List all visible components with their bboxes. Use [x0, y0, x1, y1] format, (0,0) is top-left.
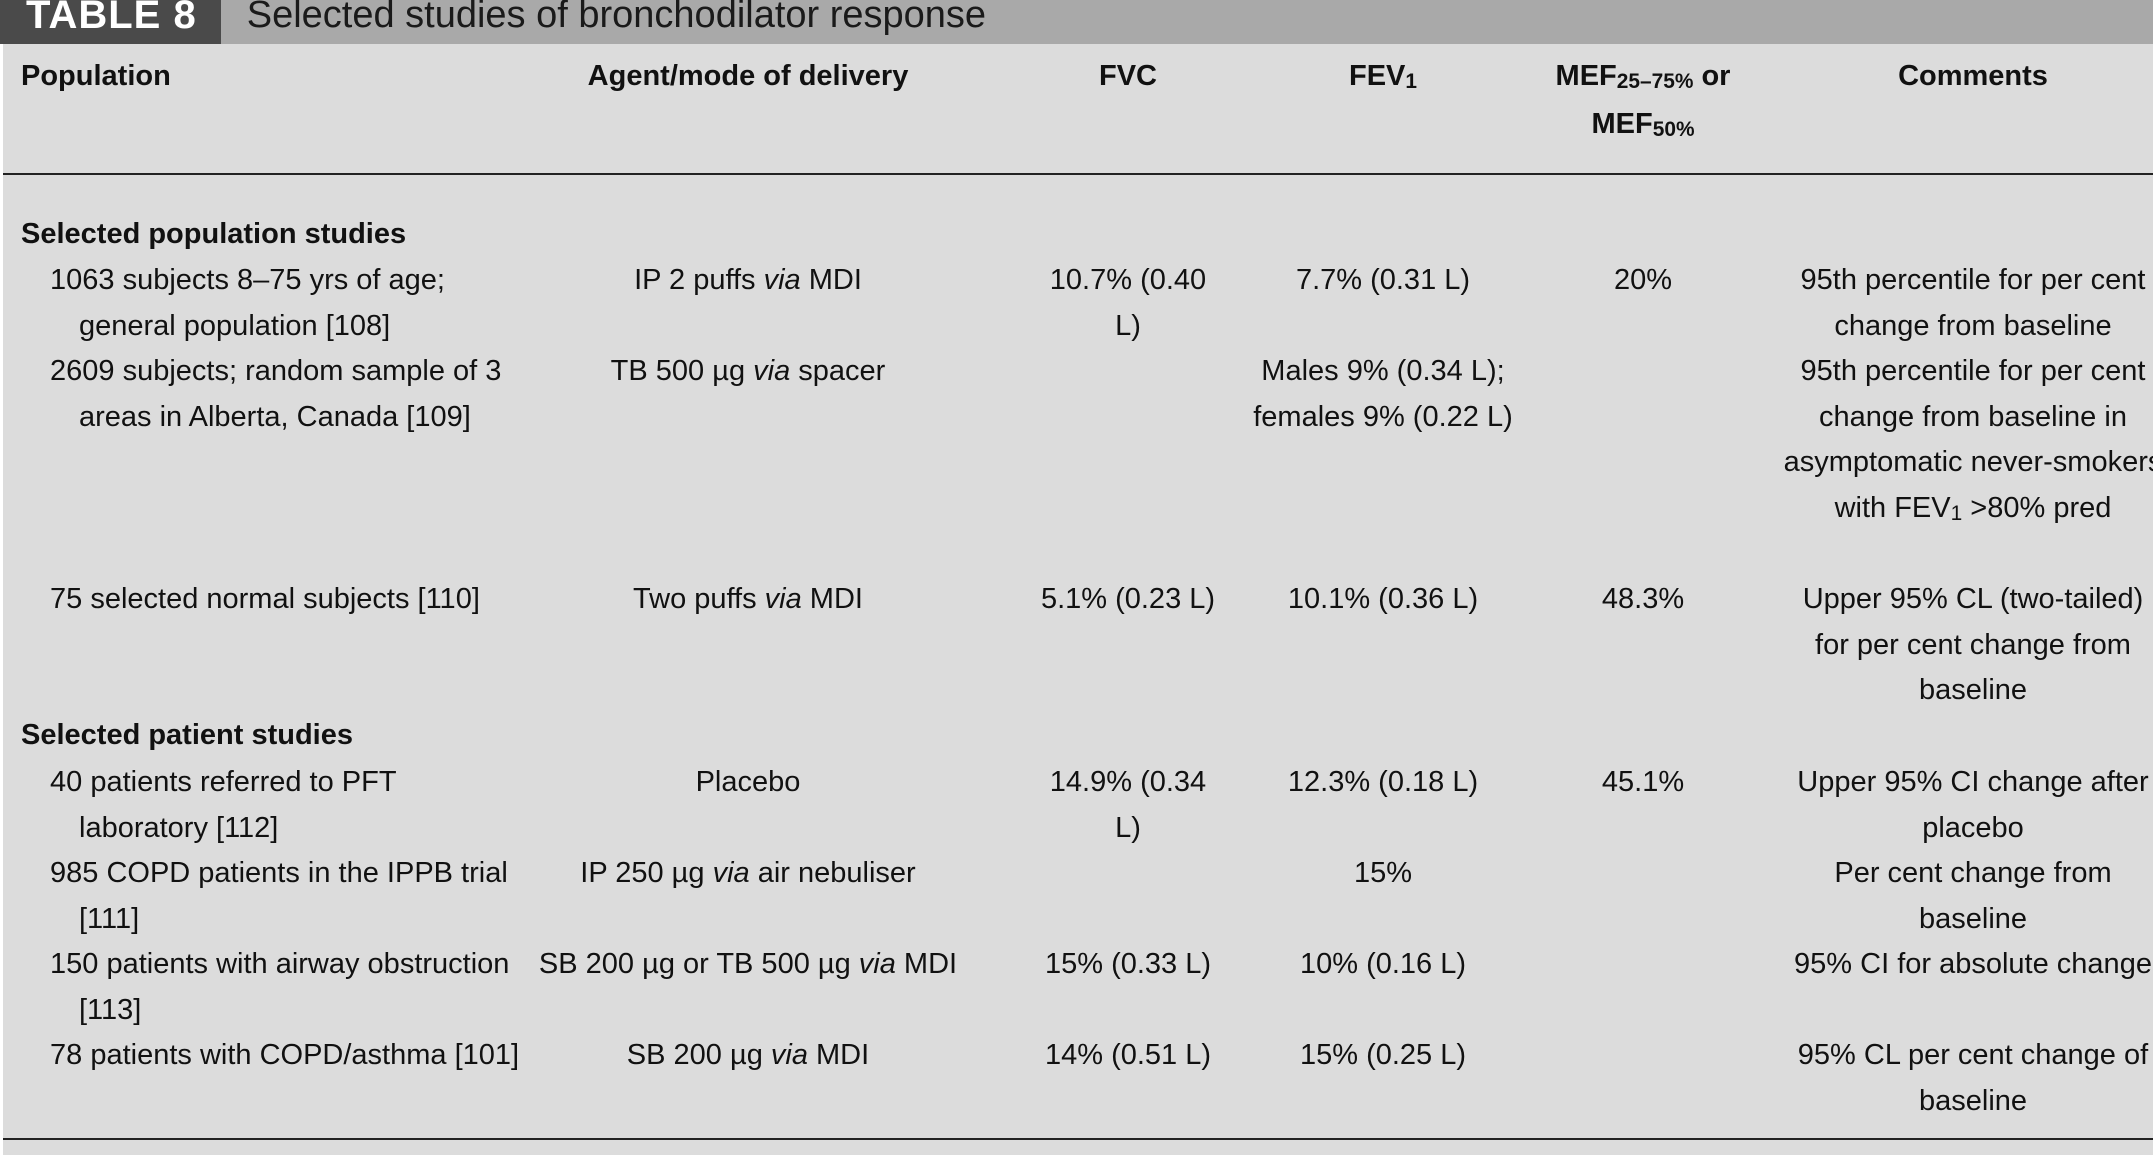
header-fev1-text: FEV: [1348, 60, 1406, 92]
row-7-fev1: 15% (0.25 L): [1299, 1039, 1467, 1071]
row-2-fev1: Males 9% (0.34 L); females 9% (0.22 L): [1253, 355, 1513, 433]
row-1-comments: 95th percentile for per cent change from…: [1800, 264, 2146, 342]
header-fvc: FVC: [1099, 60, 1157, 92]
row-3-comments: Upper 95% CL (two-tailed) for per cent c…: [1802, 583, 2144, 706]
table-number-label: TABLE 8: [0, 0, 221, 44]
row-5-agent: IP 250 µg via air nebuliser: [580, 857, 916, 889]
header-comments: Comments: [1898, 60, 2048, 92]
header-mef-b-sub: 50%: [1652, 117, 1695, 141]
header-agent: Agent/mode of delivery: [587, 60, 909, 92]
row-7-agent: SB 200 µg via MDI: [626, 1039, 870, 1071]
row-1-fev1: 7.7% (0.31 L): [1295, 264, 1471, 296]
section-patient-studies: Selected patient studies: [21, 719, 353, 751]
header-fev1: FEV1: [1263, 54, 1503, 102]
row-3-fev1: 10.1% (0.36 L): [1287, 583, 1479, 615]
row-5-fev1: 15%: [1353, 857, 1413, 889]
header-fev1-sub: 1: [1405, 70, 1418, 94]
row-4-comments: Upper 95% CI change after placebo: [1797, 766, 2149, 844]
row-6-fvc: 15% (0.33 L): [1044, 948, 1212, 980]
row-4-agent: Placebo: [695, 766, 801, 798]
row-2-comments: 95th percentile for per cent change from…: [1783, 355, 2153, 525]
row-6-fev1: 10% (0.16 L): [1299, 948, 1467, 980]
row-5-comments: Per cent change from baseline: [1834, 857, 2112, 935]
header-mef-a: MEF: [1555, 60, 1617, 92]
row-2-agent: TB 500 µg via spacer: [610, 355, 886, 387]
section-population-studies: Selected population studies: [21, 218, 407, 250]
row-1-fvc: 10.7% (0.40 L): [1049, 264, 1207, 342]
table: Population Agent/mode of delivery FVC FE…: [3, 44, 2153, 1155]
row-3-fvc: 5.1% (0.23 L): [1040, 583, 1216, 615]
row-7-population: 78 patients with COPD/asthma [101]: [50, 1039, 520, 1071]
row-1-mef: 20%: [1613, 264, 1673, 296]
row-2-population: 2609 subjects; random sample of 3 areas …: [50, 355, 502, 433]
header-mef-or: or: [1693, 60, 1731, 92]
row-4-mef: 45.1%: [1601, 766, 1685, 798]
row-1-population: 1063 subjects 8–75 yrs of age; general p…: [50, 264, 445, 342]
row-3-population: 75 selected normal subjects [110]: [50, 583, 480, 615]
row-3-mef: 48.3%: [1601, 583, 1685, 615]
header-mef: MEF25–75% or MEF50%: [1523, 54, 1763, 149]
row-6-agent: SB 200 µg or TB 500 µg via MDI: [538, 948, 958, 980]
row-6-population: 150 patients with airway obstruction [11…: [50, 948, 510, 1026]
table-title: Selected studies of bronchodilator respo…: [246, 0, 987, 36]
row-4-fev1: 12.3% (0.18 L): [1287, 766, 1479, 798]
table-title-bar: TABLE 8 Selected studies of bronchodilat…: [0, 0, 2153, 44]
bottom-rule: [3, 1138, 2153, 1140]
row-4-population: 40 patients referred to PFT laboratory […: [50, 766, 397, 844]
row-4-fvc: 14.9% (0.34 L): [1049, 766, 1207, 844]
row-5-population: 985 COPD patients in the IPPB trial [111…: [50, 857, 508, 935]
row-6-comments: 95% CI for absolute change: [1794, 948, 2152, 980]
header-rule: [3, 173, 2153, 175]
row-7-comments: 95% CL per cent change of baseline: [1797, 1039, 2149, 1117]
row-3-agent: Two puffs via MDI: [633, 583, 863, 615]
header-population: Population: [21, 60, 171, 92]
header-mef-a-sub: 25–75%: [1616, 70, 1694, 94]
row-7-fvc: 14% (0.51 L): [1044, 1039, 1212, 1071]
row-1-agent: IP 2 puffs via MDI: [634, 264, 862, 296]
header-mef-b: MEF: [1591, 107, 1653, 140]
